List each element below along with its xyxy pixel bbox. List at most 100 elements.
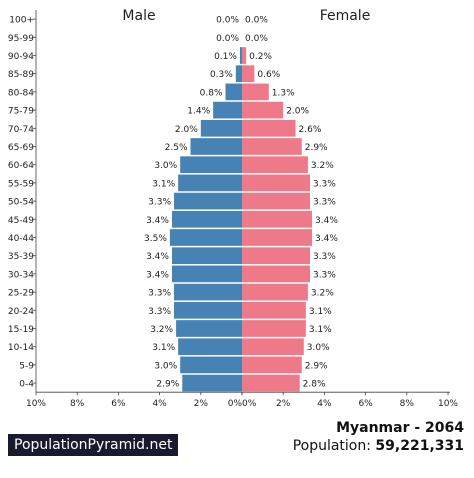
age-label: 15-19 <box>8 325 34 335</box>
age-label: 95-99 <box>8 34 34 44</box>
male-value-label: 3.3% <box>148 198 171 208</box>
age-label: 5-9 <box>19 361 34 371</box>
male-value-label: 2.9% <box>156 380 179 390</box>
female-value-label: 3.3% <box>313 252 336 262</box>
age-label: 90-94 <box>8 52 34 62</box>
age-label: 25-29 <box>8 289 34 299</box>
female-value-label: 3.4% <box>315 234 338 244</box>
male-value-label: 3.1% <box>152 179 175 189</box>
female-bar <box>242 374 300 392</box>
female-value-label: 0.6% <box>257 70 280 80</box>
country-year-title: Myanmar - 2064 <box>336 420 464 436</box>
male-bar <box>169 229 242 246</box>
x-tick-label: 6% <box>358 399 373 409</box>
male-value-label: 1.4% <box>187 107 210 117</box>
female-value-label: 0.0% <box>245 34 268 44</box>
x-tick-label: 8% <box>400 399 415 409</box>
age-label: 85-89 <box>8 70 34 80</box>
female-bar <box>242 210 313 228</box>
female-bar <box>242 247 310 265</box>
age-label: 55-59 <box>8 179 34 189</box>
female-value-label: 3.4% <box>315 216 338 226</box>
x-tick-label: 0% <box>242 399 257 409</box>
age-label: 65-69 <box>8 143 34 153</box>
male-value-label: 0.3% <box>210 70 233 80</box>
female-bar <box>242 47 247 64</box>
male-bar <box>180 156 242 174</box>
male-bar <box>174 283 242 301</box>
female-bar <box>242 83 269 101</box>
male-value-label: 0.0% <box>216 34 239 44</box>
male-value-label: 3.0% <box>154 361 177 371</box>
male-value-label: 3.3% <box>148 289 171 299</box>
x-tick-label: 2% <box>276 399 291 409</box>
female-value-label: 3.3% <box>313 179 336 189</box>
male-value-label: 2.0% <box>175 125 198 135</box>
female-value-label: 3.2% <box>311 161 334 171</box>
male-bar <box>171 247 242 265</box>
male-bar <box>171 265 242 283</box>
male-value-label: 0.0% <box>216 16 239 26</box>
female-header: Female <box>320 8 371 24</box>
age-label: 80-84 <box>8 88 34 98</box>
male-bar <box>178 174 242 192</box>
male-bar <box>176 320 242 337</box>
female-value-label: 2.9% <box>305 143 328 153</box>
male-value-label: 2.5% <box>165 143 188 153</box>
male-header: Male <box>122 8 155 24</box>
x-tick-label: 6% <box>111 399 126 409</box>
female-value-label: 3.0% <box>307 343 330 353</box>
female-value-label: 3.1% <box>309 325 332 335</box>
female-bar <box>242 320 306 337</box>
male-value-label: 3.1% <box>152 343 175 353</box>
age-label: 35-39 <box>8 252 34 262</box>
x-tick-label: 10% <box>26 399 46 409</box>
female-value-label: 3.1% <box>309 307 332 317</box>
male-bar <box>182 374 242 392</box>
female-bar <box>242 283 308 301</box>
female-value-label: 0.2% <box>249 52 272 62</box>
x-tick-label: 2% <box>194 399 209 409</box>
x-tick-label: 0% <box>228 399 243 409</box>
age-label: 50-54 <box>8 198 34 208</box>
age-label: 75-79 <box>8 107 34 117</box>
male-bar <box>178 338 242 356</box>
age-label: 40-44 <box>8 234 34 244</box>
male-bar <box>200 119 242 137</box>
female-value-label: 2.8% <box>303 380 326 390</box>
age-label: 0-4 <box>19 380 34 390</box>
male-bar <box>171 210 242 228</box>
female-bar <box>242 65 255 83</box>
age-label: 45-49 <box>8 216 34 226</box>
female-value-label: 3.3% <box>313 198 336 208</box>
male-bar <box>239 47 242 64</box>
male-value-label: 0.1% <box>214 52 237 62</box>
age-label: 10-14 <box>8 343 34 353</box>
male-bar <box>174 192 242 210</box>
male-value-label: 3.3% <box>148 307 171 317</box>
female-bar <box>242 265 310 283</box>
male-bar <box>235 65 242 83</box>
male-value-label: 3.2% <box>150 325 173 335</box>
male-bar <box>213 101 242 119</box>
x-tick-label: 4% <box>317 399 332 409</box>
female-bar <box>242 229 313 246</box>
female-bar <box>242 101 284 119</box>
female-value-label: 2.9% <box>305 361 328 371</box>
female-value-label: 0.0% <box>245 16 268 26</box>
population-value: 59,221,331 <box>375 438 464 454</box>
female-bar <box>242 119 296 137</box>
female-bar <box>242 174 310 192</box>
female-bar <box>242 338 304 356</box>
male-value-label: 3.5% <box>144 234 167 244</box>
female-value-label: 2.6% <box>299 125 322 135</box>
female-bar <box>242 356 302 374</box>
female-bar <box>242 156 308 174</box>
female-value-label: 1.3% <box>272 88 295 98</box>
population-total: Population: 59,221,331 <box>293 438 464 454</box>
female-value-label: 3.3% <box>313 270 336 280</box>
male-bar <box>190 138 242 155</box>
female-bar <box>242 301 306 319</box>
brand-logo[interactable]: PopulationPyramid.net <box>8 434 179 456</box>
